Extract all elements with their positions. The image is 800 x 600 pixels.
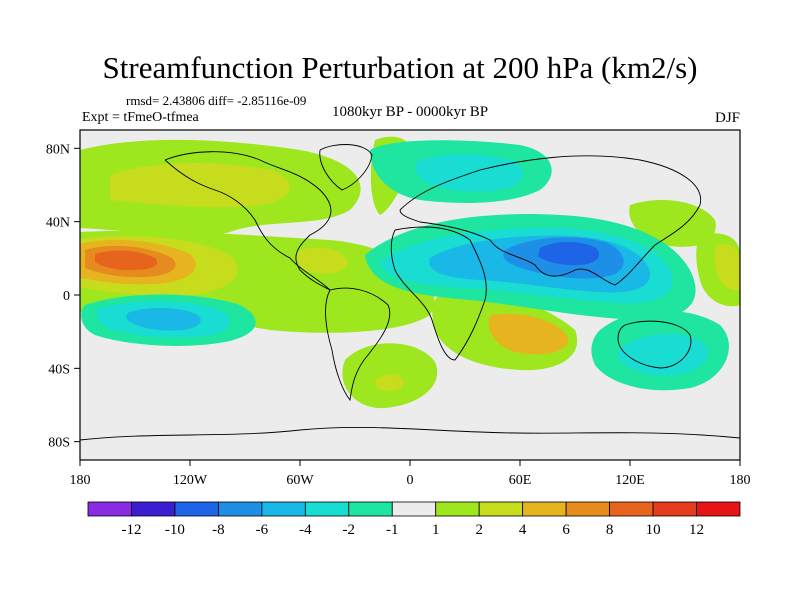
colorbar-label: -2 [343, 522, 356, 538]
x-tick-label: 120E [615, 473, 645, 488]
colorbar-swatch [696, 501, 741, 517]
field-south-atlantic-core [374, 374, 404, 391]
colorbar-swatch [261, 501, 306, 517]
coast-africa [390, 226, 487, 361]
colorbar-swatch [87, 501, 132, 517]
field-australia-neg-2 [617, 333, 708, 376]
coast-south-america [325, 287, 391, 402]
field-east-pacific-core [714, 244, 740, 291]
coast-eurasia [399, 155, 702, 286]
field-south-pacific-neg-4 [126, 308, 201, 331]
colorbar-swatch [609, 501, 654, 517]
y-tick-label: 40S [48, 362, 70, 377]
colorbar-label: 4 [519, 522, 527, 538]
x-tick-label: 0 [407, 473, 414, 488]
colorbar-label: 2 [475, 522, 483, 538]
colorbar-label: 8 [606, 522, 614, 538]
colorbar-swatch [217, 501, 263, 517]
x-tick-label: 120W [173, 473, 208, 488]
experiment-label: Expt = tFmeO-tfmea [82, 110, 199, 125]
colorbar-label: -4 [299, 522, 312, 538]
field-hawaii-peak [95, 250, 158, 271]
season-label: DJF [714, 110, 740, 126]
x-tick-label: 180 [730, 473, 751, 488]
field-east-asia-pos [629, 200, 716, 247]
colorbar: -12 -10 -8 -6 -4 -2 -1 1 2 4 6 8 10 12 [87, 501, 741, 538]
colorbar-label: -6 [256, 522, 269, 538]
field-mexico-pos [297, 247, 348, 274]
colorbar-swatch [304, 501, 350, 517]
rmsd-stats: rmsd= 2.43806 diff= -2.85116e-09 [126, 93, 307, 108]
colorbar-label: 1 [432, 522, 440, 538]
y-tick-label: 80N [46, 142, 70, 157]
colorbar-swatch [565, 501, 611, 517]
colorbar-label: -1 [386, 522, 399, 538]
colorbar-swatch [435, 501, 480, 517]
coast-north-america [164, 151, 332, 291]
colorbar-swatch [652, 501, 697, 517]
coastlines [80, 144, 740, 441]
x-tick-label: 60E [509, 473, 532, 488]
colorbar-label: -12 [121, 522, 141, 538]
colorbar-swatch [131, 501, 176, 517]
y-tick-label: 0 [63, 289, 70, 304]
x-tick-label: 60W [286, 473, 314, 488]
y-tick-label: 80S [48, 436, 70, 451]
colorbar-label: 6 [562, 522, 570, 538]
period-label: 1080kyr BP - 0000kyr BP [331, 104, 489, 120]
x-axis-ticks: 180 120W 60W 0 60E 120E 180 [70, 460, 751, 488]
colorbar-swatch [174, 501, 219, 517]
colorbar-label: 12 [689, 522, 704, 538]
field-arctic-neg-2 [415, 154, 523, 192]
field-madagascar-pos [488, 313, 569, 355]
y-axis-ticks: 80N 40N 0 40S 80S [46, 142, 80, 451]
colorbar-label: -10 [165, 522, 185, 538]
y-tick-label: 40N [46, 216, 70, 231]
colorbar-swatch [522, 501, 567, 517]
colorbar-swatch [391, 501, 437, 517]
chart-title: Streamfunction Perturbation at 200 hPa (… [102, 50, 698, 85]
field-asia-neg-8 [538, 242, 600, 266]
field-alaska-pos [110, 163, 290, 208]
coast-antarctica [80, 426, 740, 441]
coast-australia [617, 320, 692, 369]
x-tick-label: 180 [70, 473, 91, 488]
contour-fields [80, 136, 740, 409]
colorbar-swatch [478, 501, 524, 517]
colorbar-label: -8 [212, 522, 225, 538]
colorbar-label: 10 [646, 522, 661, 538]
coast-greenland [319, 144, 373, 191]
colorbar-swatch [348, 501, 393, 517]
